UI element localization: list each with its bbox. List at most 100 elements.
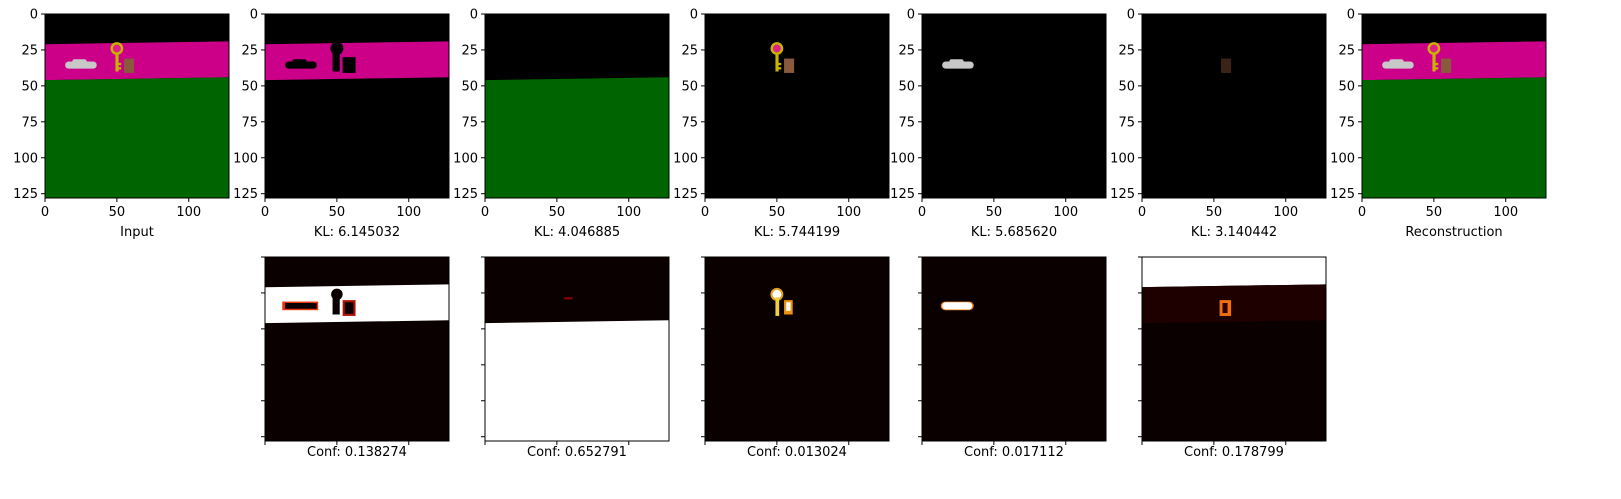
panel-background: [265, 14, 449, 198]
axes-frame: [921, 256, 1107, 442]
y-tick-label: 50: [21, 79, 38, 94]
green-floor: [485, 77, 669, 198]
green-floor: [1362, 77, 1546, 198]
y-tick-label: 25: [21, 43, 38, 58]
x-tick-label: 50: [1206, 205, 1223, 220]
key-shaft: [115, 52, 119, 72]
object-hole: [285, 61, 317, 69]
key-tooth: [1434, 67, 1439, 70]
y-tick-label: 25: [681, 43, 698, 58]
y-tick-label: 125: [673, 187, 698, 202]
x-tick-label: 0: [41, 205, 49, 220]
key-shaft: [1432, 52, 1436, 72]
panel-bottom-5: [1142, 257, 1326, 441]
y-tick-label: 0: [1347, 8, 1355, 23]
key-tooth: [777, 67, 782, 70]
magenta-band: [265, 41, 449, 81]
y-tick-label: 0: [470, 8, 478, 23]
x-tick-label: 50: [986, 205, 1003, 220]
y-tick-label: 125: [233, 187, 258, 202]
panel-top-7: [1362, 14, 1546, 198]
axes-frame: [44, 13, 230, 199]
grey-object-top: [1389, 59, 1404, 64]
y-tick-label: 50: [241, 79, 258, 94]
y-tick-label: 25: [1338, 43, 1355, 58]
mask-band-faint: [1142, 284, 1326, 324]
x-tick-label: 50: [329, 205, 346, 220]
y-tick-label: 125: [453, 187, 478, 202]
mask-key-shaft: [775, 297, 780, 316]
panel-bottom-1: [265, 257, 449, 441]
panel-caption: Reconstruction: [1405, 225, 1502, 240]
panel-caption: KL: 5.685620: [971, 225, 1057, 240]
panel-background: [705, 14, 889, 198]
y-tick-label: 100: [453, 151, 478, 166]
key-shaft: [775, 52, 779, 72]
axes-frame: [921, 13, 1107, 199]
x-tick-label: 50: [109, 205, 126, 220]
axes-frame: [704, 13, 890, 199]
key-head: [110, 42, 124, 55]
x-tick-label: 100: [1493, 205, 1518, 220]
x-tick-label: 0: [261, 205, 269, 220]
axes-frame: [484, 13, 670, 199]
key-hole-shaft: [332, 51, 340, 72]
axes-frame: [264, 13, 450, 199]
panel-top-6: [1142, 14, 1326, 198]
y-tick-label: 125: [13, 187, 38, 202]
x-tick-label: 0: [481, 205, 489, 220]
key-head: [770, 42, 784, 55]
x-tick-label: 50: [769, 205, 786, 220]
panel-background: [265, 257, 449, 441]
axes-frame: [264, 256, 450, 442]
brown-object: [784, 58, 795, 73]
panel-bottom-2: [485, 257, 669, 441]
panel-caption: Conf: 0.017112: [964, 445, 1064, 460]
axes-frame: [1361, 13, 1547, 199]
y-tick-label: 125: [1110, 187, 1135, 202]
y-tick-label: 100: [673, 151, 698, 166]
mask-sky: [1142, 257, 1326, 288]
y-tick-label: 25: [461, 43, 478, 58]
y-tick-label: 75: [241, 115, 258, 130]
x-tick-label: 0: [701, 205, 709, 220]
y-tick-label: 0: [690, 8, 698, 23]
box-hole: [342, 57, 356, 73]
y-tick-label: 75: [1118, 115, 1135, 130]
mask-box-core: [1222, 303, 1228, 314]
panel-top-5: [922, 14, 1106, 198]
panel-caption: Conf: 0.178799: [1184, 445, 1284, 460]
panel-background: [922, 257, 1106, 441]
panel-caption: Input: [120, 225, 154, 240]
axes-frame: [704, 256, 890, 442]
panel-background: [705, 257, 889, 441]
y-tick-label: 125: [1330, 187, 1355, 202]
y-tick-label: 50: [898, 79, 915, 94]
panel-caption: Conf: 0.013024: [747, 445, 847, 460]
panel-top-3: [485, 14, 669, 198]
object-hole-top: [292, 59, 307, 64]
green-floor: [45, 77, 229, 198]
key-tooth: [117, 62, 122, 66]
x-tick-label: 100: [176, 205, 201, 220]
y-tick-label: 100: [13, 151, 38, 166]
y-tick-label: 100: [233, 151, 258, 166]
y-tick-label: 75: [21, 115, 38, 130]
panel-caption: Conf: 0.652791: [527, 445, 627, 460]
x-tick-label: 50: [549, 205, 566, 220]
mask-band: [265, 284, 449, 324]
y-tick-label: 75: [1338, 115, 1355, 130]
grey-object-top: [949, 59, 964, 64]
key-tooth: [1434, 62, 1439, 66]
y-tick-label: 0: [250, 8, 258, 23]
y-tick-label: 75: [461, 115, 478, 130]
y-tick-label: 100: [890, 151, 915, 166]
panel-background: [1142, 14, 1326, 198]
mask-hole: [285, 303, 317, 309]
mask-object: [942, 302, 973, 310]
panel-top-1: [45, 14, 229, 198]
mask-hole-shaft: [332, 295, 340, 315]
panel-caption: KL: 5.744199: [754, 225, 840, 240]
x-tick-label: 100: [616, 205, 641, 220]
axes-frame: [484, 256, 670, 442]
